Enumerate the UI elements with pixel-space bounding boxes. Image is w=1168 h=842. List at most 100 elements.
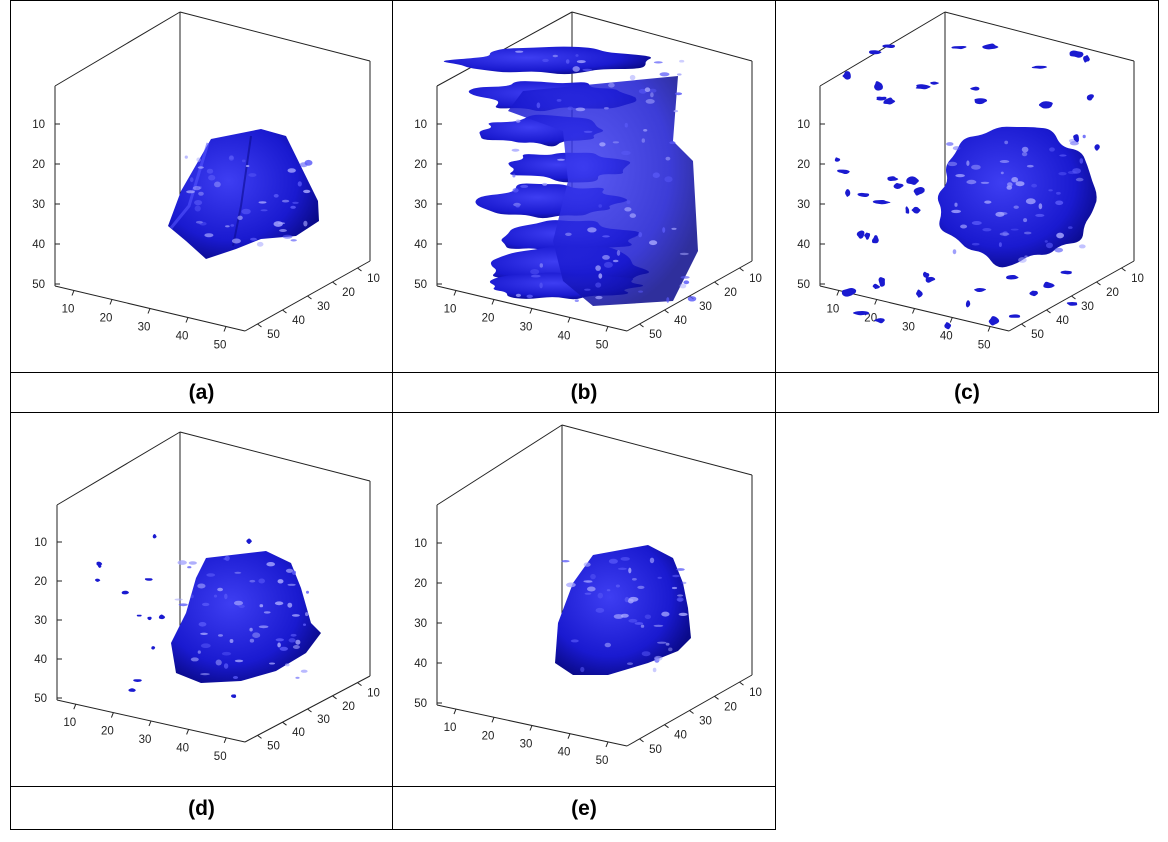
surface-highlight xyxy=(198,622,207,627)
surface-highlight xyxy=(260,209,268,212)
x-tick-label: 40 xyxy=(558,331,571,343)
surface-highlight xyxy=(608,82,615,88)
noise-fragment xyxy=(911,206,922,214)
caption-b: (b) xyxy=(393,372,775,413)
surface-highlight xyxy=(683,280,690,285)
surface-highlight xyxy=(583,130,593,133)
surface-highlight xyxy=(248,173,257,177)
surface-highlight xyxy=(608,558,618,564)
surface-highlight xyxy=(597,592,603,599)
panel-e: 10 20 30 40 50 10 20 30 40 50 10 20 30 40 50 (e) xyxy=(392,412,776,830)
surface-highlight xyxy=(213,594,218,598)
surface-object xyxy=(443,46,698,306)
surface-highlight xyxy=(196,157,201,163)
surface-highlight xyxy=(200,673,210,676)
x-tick-label: 40 xyxy=(176,742,189,754)
surface-highlight xyxy=(952,249,957,255)
noise-fragment xyxy=(1073,134,1080,143)
surface-highlight xyxy=(1035,213,1045,217)
surface-highlight xyxy=(947,161,958,167)
surface-highlight xyxy=(641,651,651,657)
surface-highlight xyxy=(644,87,651,92)
z-tick-labels: 10 20 30 40 50 xyxy=(797,119,825,291)
surface-highlight xyxy=(1054,247,1063,253)
surface-highlight xyxy=(620,557,630,561)
surface-highlight xyxy=(234,571,242,574)
noise-fragment xyxy=(982,43,999,50)
y-tick-label: 20 xyxy=(342,701,355,713)
surface-highlight xyxy=(628,567,632,574)
noise-fragment xyxy=(887,176,899,181)
y-tick-label: 30 xyxy=(317,301,330,313)
y-tick xyxy=(257,323,262,328)
x-tick xyxy=(186,729,190,735)
y-tick xyxy=(257,734,262,739)
noise-fragment xyxy=(1029,290,1039,297)
plot-b: 10 20 30 40 50 10 20 30 40 50 10 20 30 40 50 xyxy=(414,11,762,352)
surface-highlight xyxy=(282,234,293,239)
surface-highlight xyxy=(1058,172,1067,176)
surface-highlight xyxy=(305,612,309,617)
noise-fragment xyxy=(1008,314,1021,318)
noise-fragment xyxy=(841,287,857,297)
noise-fragment xyxy=(872,283,881,290)
y-tick-label: 10 xyxy=(367,688,380,700)
surface-highlight xyxy=(602,255,610,260)
surface-highlight xyxy=(595,265,601,271)
surface-highlight xyxy=(273,221,283,227)
panel-c: 10 20 30 40 50 10 20 30 40 50 10 20 30 40 50 (c) xyxy=(775,0,1159,413)
surface-highlight xyxy=(539,282,543,289)
noise-fragment xyxy=(872,199,892,205)
surface-highlight xyxy=(277,642,281,648)
surface-highlight xyxy=(595,282,602,288)
surface-highlight xyxy=(960,224,968,229)
surface-highlight xyxy=(1013,205,1019,209)
surface-highlight xyxy=(223,663,229,669)
surface-highlight xyxy=(645,99,655,104)
surface-highlight xyxy=(515,293,521,297)
surface-highlight xyxy=(285,568,294,573)
surface-highlight xyxy=(1067,170,1077,175)
surface-highlight xyxy=(1056,232,1064,239)
z-tick-label: 50 xyxy=(414,279,427,291)
surface-highlight xyxy=(194,200,203,206)
surface-highlight xyxy=(637,585,645,589)
surface-highlight xyxy=(512,173,516,178)
surface-highlight xyxy=(587,227,597,233)
surface-highlight xyxy=(616,250,621,256)
y-tick xyxy=(282,721,287,726)
y-tick-label: 10 xyxy=(367,273,380,285)
z-tick-label: 30 xyxy=(34,615,47,627)
surface-highlight xyxy=(1038,203,1043,210)
surface-highlight xyxy=(218,634,223,637)
surface-body xyxy=(555,545,691,675)
x-tick-labels: 10 20 30 40 50 xyxy=(827,290,991,352)
surface-highlight xyxy=(214,181,221,188)
surface-highlight xyxy=(679,59,685,63)
y-tick xyxy=(739,267,744,272)
panel-a: 10 20 30 40 50 10 20 30 40 50 10 20 30 40 50 (a) xyxy=(10,0,393,413)
caption-a: (a) xyxy=(11,372,392,413)
surface-highlight xyxy=(275,638,284,642)
x-tick-label: 20 xyxy=(100,313,113,325)
surface-highlight xyxy=(575,54,579,57)
surface-highlight xyxy=(197,583,206,589)
surface-highlight xyxy=(982,228,992,232)
surface-highlight xyxy=(595,295,603,300)
noise-fragment xyxy=(878,277,885,287)
z-tick-label: 40 xyxy=(414,239,427,251)
surface-highlight xyxy=(995,211,1005,217)
surface-highlight xyxy=(674,92,683,96)
surface-highlight xyxy=(583,580,593,583)
surface-highlight xyxy=(530,274,541,278)
surface-highlight xyxy=(634,622,644,625)
y-tick-label: 40 xyxy=(292,727,305,739)
surface-highlight xyxy=(259,604,264,608)
surface-highlight xyxy=(187,566,192,569)
y-tick-labels: 10 20 30 40 50 xyxy=(257,267,380,341)
surface-highlight xyxy=(687,296,697,302)
plot-e: 10 20 30 40 50 10 20 30 40 50 10 20 30 40 50 xyxy=(414,424,762,767)
surface-highlight xyxy=(238,604,245,608)
x-tick xyxy=(529,725,533,731)
surface-highlight xyxy=(679,252,689,256)
